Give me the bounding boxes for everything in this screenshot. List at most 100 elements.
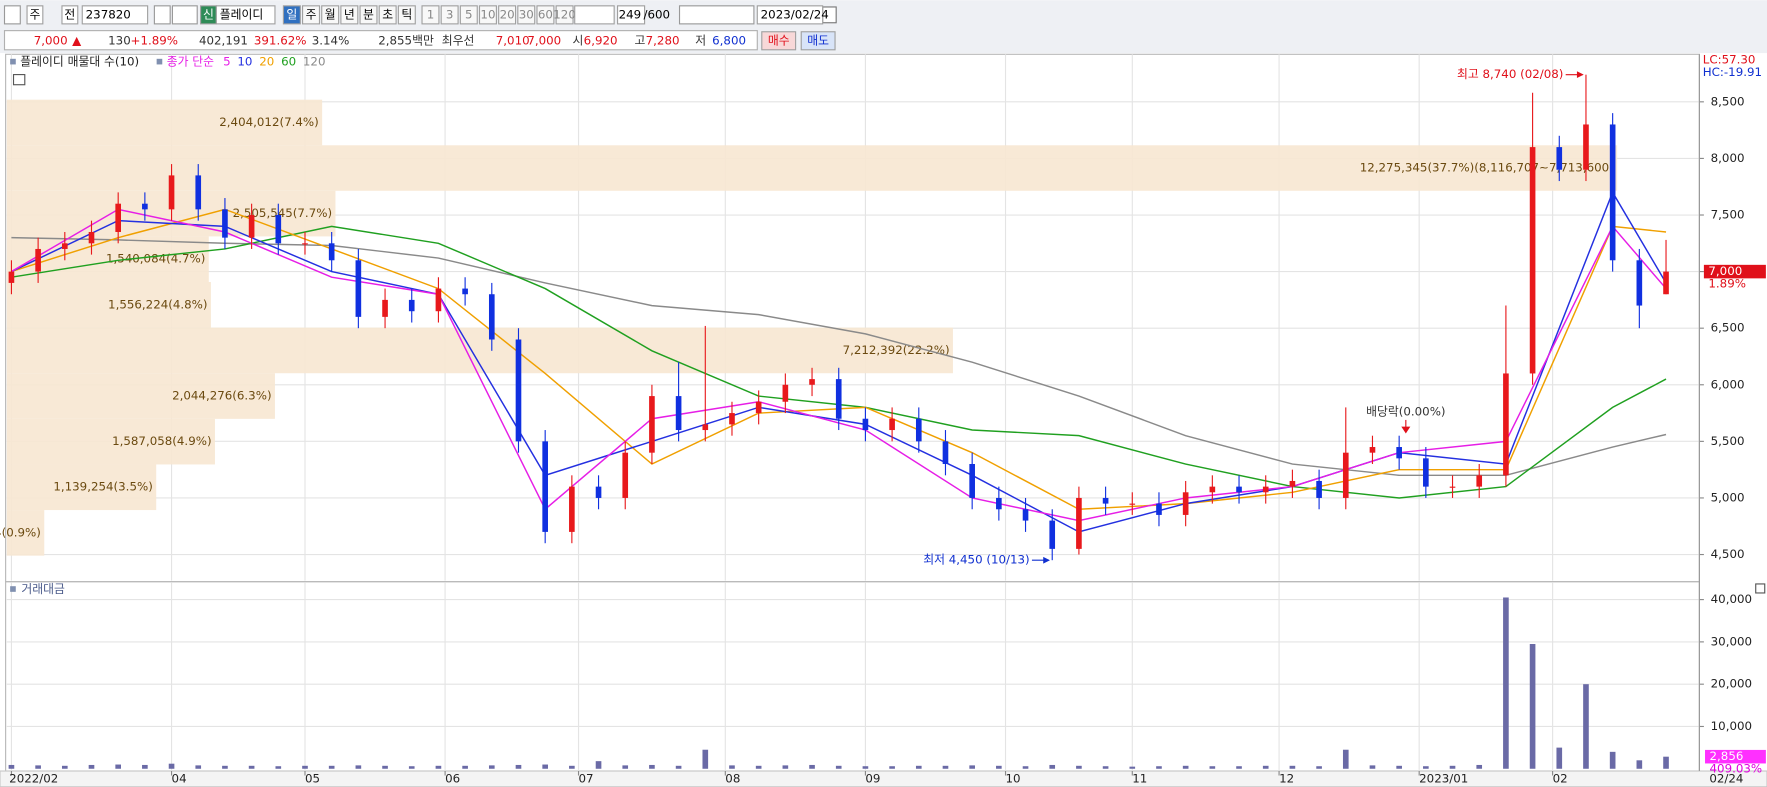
toolbar-text[interactable]: 플레이디 [220,7,264,21]
volume-bar [1663,756,1669,769]
y-tick-label: 6,000 [1711,377,1745,391]
toolbar-text[interactable]: 월 [325,7,336,21]
sound-icon[interactable] [171,5,198,25]
toolbar-text[interactable]: 틱 [401,7,412,21]
candle-body [542,441,548,532]
legend-entry: 60 [281,55,296,69]
candle-body [1049,520,1056,549]
button-bg[interactable] [282,5,301,25]
search-icon[interactable] [153,5,171,25]
toolbar-text[interactable]: 120 [553,7,576,21]
toolbar-text[interactable]: 5 [465,7,473,21]
button-bg[interactable] [616,5,646,25]
y-tick-label: 30,000 [1711,634,1752,648]
button-bg[interactable] [321,5,340,25]
candle-body [1396,447,1402,459]
button-bg[interactable] [340,5,359,25]
volume-bar [969,765,975,769]
lc-label: LC:57.30 [1703,52,1756,66]
toolbar-text[interactable]: 60 [538,7,553,21]
toolbar-text[interactable]: 237820 [86,7,131,21]
volume-bar [729,765,735,769]
button-bg[interactable] [397,5,416,25]
button-bg[interactable] [761,31,797,51]
volume-bar [142,764,148,769]
y-tick-label: 7,500 [1711,208,1745,222]
candle-body [1663,271,1669,295]
button-bg[interactable] [26,5,44,25]
button-bg[interactable] [378,5,397,25]
x-tick-label: 10 [1006,771,1021,785]
dividend-arrow-head [1401,426,1411,434]
toolbar-text[interactable]: 일 [286,7,297,21]
toolbar-text[interactable]: 20 [500,7,515,21]
volume-bar [1609,751,1616,769]
toolbar-text[interactable]: 249 [619,7,642,21]
button-bg[interactable] [756,5,824,25]
toolbar-text[interactable]: 분 [363,7,374,21]
low-label: 최저 4,450 (10/13) [923,553,1029,567]
toolbar-text[interactable]: 매수 [768,33,790,47]
button-bg[interactable] [800,31,836,51]
toolbar-text[interactable]: 10 [480,7,495,21]
toolbar-icons[interactable] [3,5,1766,594]
moving-average [11,236,1667,477]
volume-bar [1076,765,1082,769]
panel-icon[interactable] [1755,583,1766,594]
volume-bar [1182,765,1189,769]
button-bg[interactable] [478,5,497,25]
toolbar-text[interactable]: 1 [427,7,435,21]
volume-profile-band [6,327,953,374]
button-bg[interactable] [421,5,440,25]
button-bg[interactable] [440,5,459,25]
button-bg[interactable] [536,5,555,25]
toolbar-text[interactable]: 2023/02/24 [761,7,829,21]
button-bg[interactable] [517,5,536,25]
legend-entry: 120 [303,55,326,69]
volume-bar [702,749,709,769]
legend-entry: 20 [259,55,274,69]
toolbar-text[interactable]: 초 [382,7,393,21]
menu-icon[interactable] [3,5,21,25]
toolbar-text[interactable]: 주 [306,7,317,21]
button-bg[interactable] [359,5,378,25]
candle-body [1262,486,1269,493]
tool-icons[interactable] [678,5,755,25]
x-last-date: 02/24 [1709,771,1743,785]
button-bg[interactable] [302,5,321,25]
toolbar-text[interactable]: 3 [446,7,454,21]
toolbar-text: 6,920 [584,33,618,47]
button-bg[interactable] [555,5,574,25]
volume-bar [1129,766,1136,769]
toolbar-text[interactable]: 신 [203,7,214,21]
dropdown[interactable] [574,5,615,25]
volume-profile-label: 1,540,084(4.7%) [106,252,205,266]
volume-bar [595,761,602,769]
toolbar-text: 7,280 [646,33,680,47]
y-tick-label: 4,500 [1711,547,1745,561]
toolbar-text[interactable]: 매도 [807,33,829,47]
candle-body [302,243,308,245]
toolbar-text[interactable]: 주 [29,7,40,21]
x-tick-label: 07 [579,771,594,785]
legend-icon [10,58,16,65]
x-tick-label: 11 [1132,771,1147,785]
button-bg[interactable] [81,5,149,25]
y-tick-label: 20,000 [1711,677,1752,691]
volume-bar [862,766,869,769]
button-bg[interactable] [459,5,478,25]
button-bg[interactable] [498,5,517,25]
button-bg[interactable] [61,5,79,25]
toolbar-text[interactable]: 전 [64,7,75,21]
candle-body [1476,475,1483,487]
toolbar-text[interactable]: 년 [344,7,355,21]
candle-body [382,299,388,317]
candle-body [168,175,175,210]
volume-bar [542,764,548,769]
volume-profile-label: 1,139,254(3.5%) [53,480,152,494]
table-icon[interactable] [12,74,26,86]
button-bg[interactable] [215,5,276,25]
toolbar-text[interactable]: 30 [519,7,534,21]
candle-body [222,209,228,238]
volume-profile-label: 2,044,276(6.3%) [172,389,271,403]
